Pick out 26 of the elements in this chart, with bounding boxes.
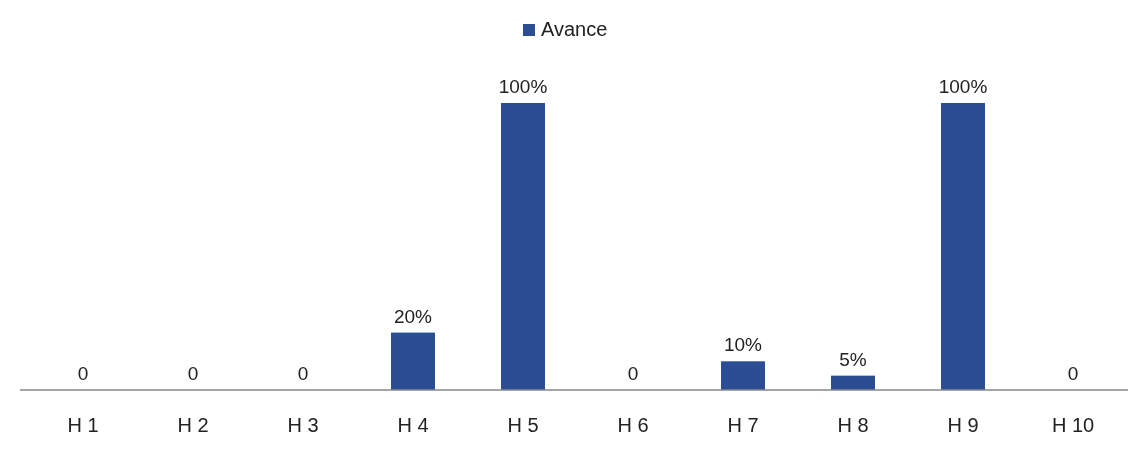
data-label: 5% — [839, 348, 867, 370]
data-label: 0 — [1067, 363, 1079, 384]
x-tick-label: H 8 — [837, 414, 869, 436]
bar — [721, 361, 765, 390]
x-tick-label: H 7 — [727, 414, 759, 436]
bar — [501, 103, 545, 390]
x-tick-label: H 5 — [507, 414, 539, 436]
bar — [941, 103, 985, 390]
bar — [831, 375, 875, 390]
legend-label: Avance — [541, 18, 608, 40]
data-label: 0 — [77, 363, 89, 384]
data-label: 0 — [187, 363, 199, 384]
x-tick-label: H 9 — [947, 414, 979, 436]
data-label: 0 — [627, 363, 639, 384]
data-label: 0 — [297, 363, 309, 384]
x-tick-label: H 3 — [287, 414, 319, 436]
bar — [391, 332, 435, 390]
data-label: 10% — [723, 334, 763, 356]
x-tick-label: H 1 — [67, 414, 99, 436]
x-tick-label: H 4 — [397, 414, 429, 436]
x-tick-label: H 6 — [617, 414, 649, 436]
data-label: 100% — [498, 76, 548, 97]
x-tick-label: H 2 — [177, 414, 209, 436]
data-label: 100% — [938, 76, 988, 97]
x-tick-label: H 10 — [1051, 414, 1095, 436]
data-label: 20% — [393, 305, 433, 327]
